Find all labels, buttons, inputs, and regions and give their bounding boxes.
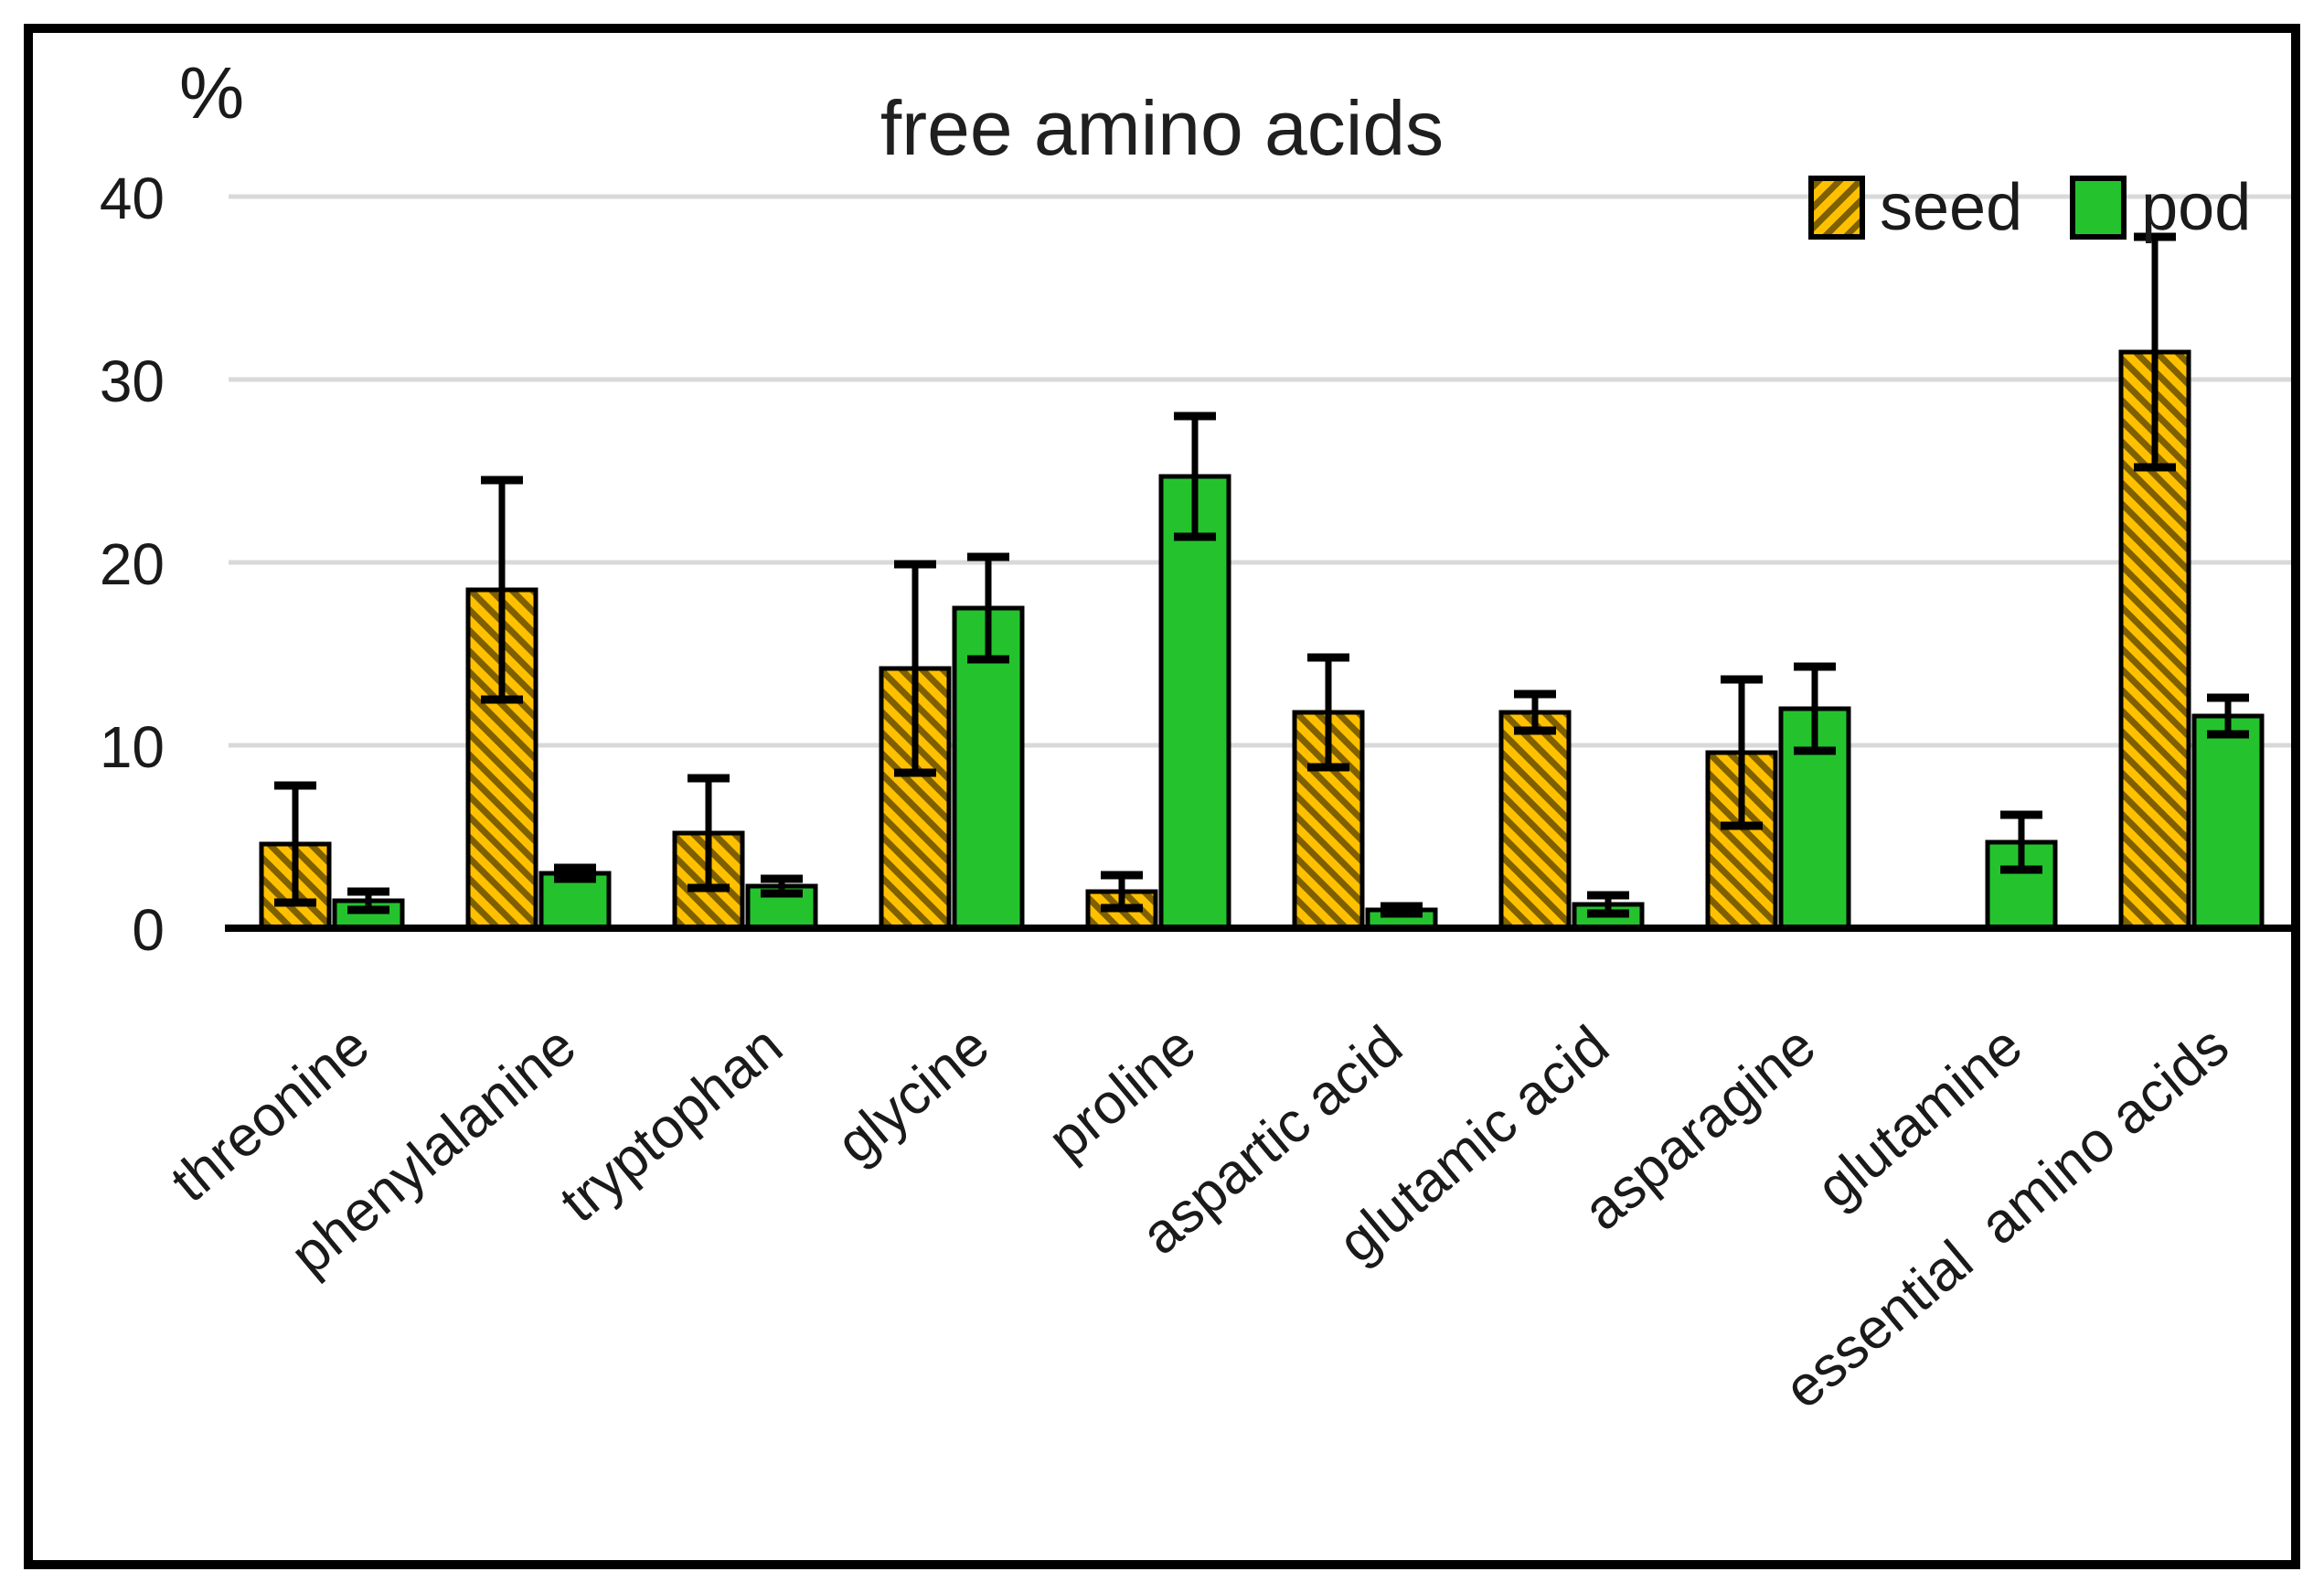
error-bar-seed-phenylalanine bbox=[481, 476, 523, 704]
gridline-40 bbox=[229, 194, 2295, 199]
error-bar-pod-glutamic-acid bbox=[1587, 891, 1629, 918]
gridline-30 bbox=[229, 377, 2295, 382]
y-tick-label-30: 30 bbox=[99, 348, 165, 414]
error-bar-pod-glutamine bbox=[2000, 810, 2042, 874]
error-bar-pod-asparagine bbox=[1794, 662, 1836, 755]
error-bar-seed-essential-amino-acids bbox=[2134, 232, 2176, 472]
error-bar-pod-phenylalanine bbox=[554, 863, 596, 883]
error-bar-pod-tryptophan bbox=[761, 874, 803, 898]
y-axis-unit-label: % bbox=[179, 52, 245, 134]
gridline-20 bbox=[229, 560, 2295, 565]
bar-pod-essential-amino-acids bbox=[2191, 713, 2265, 931]
error-bar-pod-proline bbox=[1174, 412, 1216, 541]
pod-legend-swatch bbox=[2070, 176, 2127, 240]
y-tick-label-40: 40 bbox=[99, 166, 165, 231]
error-bar-seed-proline bbox=[1101, 871, 1143, 913]
bar-pod-proline bbox=[1158, 474, 1231, 931]
error-bar-pod-threonine bbox=[347, 887, 389, 914]
legend-item-pod: pod bbox=[2070, 170, 2251, 245]
y-tick-label-20: 20 bbox=[99, 531, 165, 597]
error-bar-seed-glutamic-acid bbox=[1514, 690, 1556, 735]
error-bar-seed-asparagine bbox=[1721, 675, 1763, 830]
chart-title: free amino acids bbox=[879, 85, 1445, 171]
x-axis-line bbox=[225, 925, 2295, 932]
legend-label-seed: seed bbox=[1880, 171, 2023, 244]
gridline-10 bbox=[229, 743, 2295, 748]
seed-legend-swatch bbox=[1808, 176, 1865, 240]
error-bar-seed-tryptophan bbox=[688, 774, 730, 893]
y-tick-label-0: 0 bbox=[132, 897, 165, 963]
bar-pod-glutamine bbox=[1985, 839, 2058, 931]
error-bar-pod-essential-amino-acids bbox=[2207, 693, 2249, 739]
legend-item-seed: seed bbox=[1808, 170, 2022, 245]
error-bar-seed-threonine bbox=[274, 781, 316, 907]
error-bar-pod-glycine bbox=[967, 552, 1009, 664]
legend: seed pod bbox=[1808, 170, 2251, 245]
bar-seed-glutamic-acid bbox=[1498, 710, 1572, 931]
error-bar-seed-aspartic-acid bbox=[1307, 653, 1349, 772]
y-tick-label-10: 10 bbox=[99, 714, 165, 780]
error-bar-seed-glycine bbox=[894, 560, 936, 777]
error-bar-pod-aspartic-acid bbox=[1381, 902, 1423, 918]
legend-label-pod: pod bbox=[2141, 171, 2252, 244]
